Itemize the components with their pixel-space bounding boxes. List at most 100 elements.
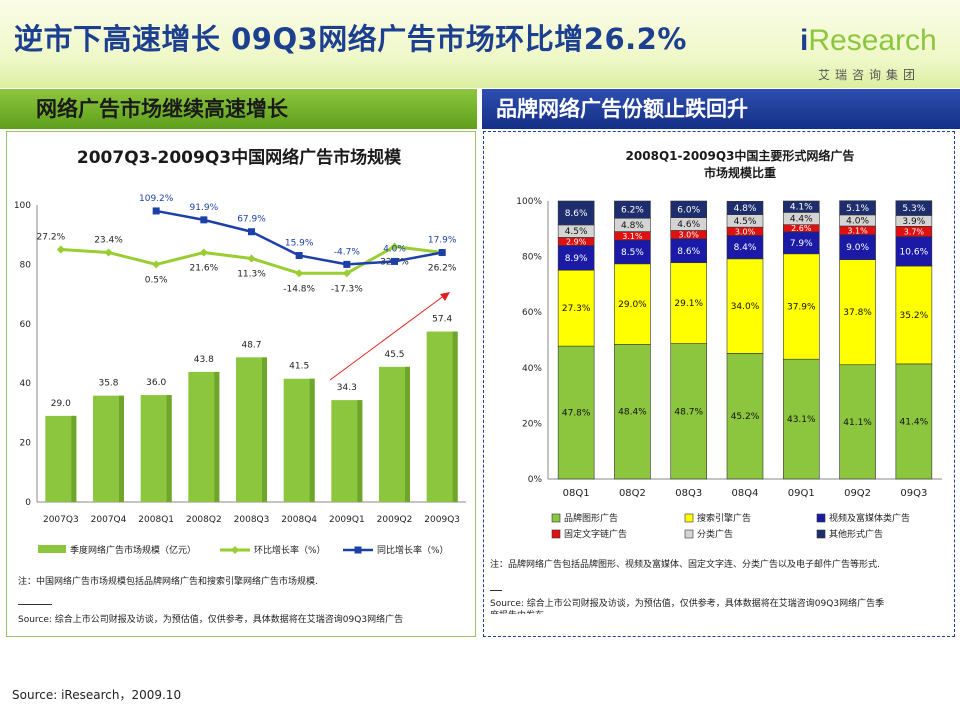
x-tick-label: 2007Q4 [91,515,127,525]
segment-value-label: 48.7% [674,407,703,417]
legend-swatch [816,529,826,539]
bar-value-label: 57.4 [432,315,452,325]
legend-label: 搜索引擎广告 [697,512,751,524]
segment-value-label: 6.2% [621,206,644,216]
market-size-chart: 2007Q3-2009Q3中国网络广告市场规模 0 20 40 60 80 100 29.0 2… [14,147,466,556]
segment-value-label: 29.1% [674,299,703,309]
x-tick-label: 2008Q2 [186,515,222,525]
chart-title: 2007Q3-2009Q3中国网络广告市场规模 [77,147,402,168]
qoq-point [152,260,161,269]
logo-i: i [800,24,809,57]
y-tick-label: 100% [516,197,542,207]
logo-subtitle: 艾瑞咨询集团 [818,68,921,82]
segment-value-label: 34.0% [731,302,760,312]
left-chart-note: 注：中国网络广告市场规模包括品牌网络广告和搜索引擎网络广告市场规模. [18,577,318,587]
left-panel-header: 网络广告市场继续高速增长 [0,89,477,129]
y-tick-label: 20 [20,439,32,449]
segment-value-label: 2.9% [566,237,587,246]
segment-value-label: 4.5% [734,217,757,227]
segment-value-label: 8.4% [734,243,757,253]
x-tick-label: 09Q3 [900,488,927,499]
right-source-rule [490,590,502,591]
stack-segment [782,358,820,480]
yoy-point [391,257,398,265]
segment-value-label: 37.8% [843,308,872,318]
bar-shade [119,395,124,502]
segment-value-label: 4.6% [677,220,700,230]
iresearch-logo: iResearch [800,24,937,58]
left-chart-source: Source: 综合上市公司财报及访谈，为预估值，仅供参考，具体数据将在艾瑞咨询… [18,615,404,625]
segment-value-label: 10.6% [900,247,929,257]
qoq-label: 21.6% [190,264,219,274]
bar-value-label: 41.5 [289,362,309,372]
x-tick-label: 09Q2 [844,488,871,499]
logo-text: Research [808,24,937,57]
bar-shade [262,357,267,502]
chart-title-line1: 2008Q1-2009Q3中国主要形式网络广告 [626,148,855,163]
yoy-label: 17.9% [428,236,457,246]
yoy-label: 15.9% [285,238,314,248]
legend-label: 视频及富媒体类广告 [829,512,910,524]
y-tick-label: 60% [522,308,542,318]
stack-segment [614,200,651,219]
y-tick-label: 100 [14,201,31,211]
bar [426,331,458,502]
segment-value-label: 7.9% [790,239,813,249]
segment-value-label: 29.0% [618,300,647,310]
x-tick-label: 2009Q2 [377,515,413,525]
x-tick-label: 2008Q1 [138,515,174,525]
x-tick-label: 08Q2 [619,488,646,499]
qoq-label: -17.3% [331,284,363,294]
right-panel-header: 品牌网络广告份额止跌回升 [482,89,960,129]
x-tick-label: 2008Q3 [234,515,270,525]
bar [93,395,124,502]
left-header-text: 网络广告市场继续高速增长 [36,97,288,121]
bar [236,357,267,502]
y-tick-label: 40 [20,379,32,389]
legend-swatch [816,513,826,523]
legend-label-qoq: 环比增长率（%） [254,544,326,556]
segment-value-label: 3.0% [679,231,700,240]
bar-value-label: 34.3 [337,383,357,393]
yoy-label: 109.2% [139,194,174,204]
segment-value-label: 6.0% [677,205,700,215]
bar [188,371,220,502]
segment-value-label: 4.0% [846,216,869,226]
segment-value-label: 41.4% [900,417,929,427]
stack-segment [726,200,764,215]
stack-segment [895,200,933,216]
yoy-point [295,251,303,259]
qoq-point [199,248,208,257]
segment-value-label: 27.3% [562,304,591,314]
segment-value-label: 3.1% [622,232,643,241]
segment-value-label: 5.1% [846,204,869,214]
segment-value-label: 9.0% [846,243,869,253]
stack-segment [614,263,651,345]
x-tick-label: 08Q3 [675,488,702,499]
qoq-point [295,269,304,278]
qoq-label: 26.2% [428,264,457,274]
y-tick-label: 80 [20,260,32,270]
segment-value-label: 47.8% [562,409,591,419]
legend-label-bars: 季度网络广告市场规模（亿元） [70,544,196,556]
legend-swatch [551,513,561,523]
y-tick-label: 20% [522,419,542,429]
segment-value-label: 8.5% [621,248,644,258]
segment-value-label: 37.9% [787,303,816,313]
legend-label: 品牌图形广告 [564,512,618,524]
legend-label-yoy: 同比增长率（%） [377,544,449,556]
legend-swatch [684,529,694,539]
y-tick-label: 40% [522,364,542,374]
qoq-label: 27.2% [37,233,66,243]
right-chart-source: Source: 综合上市公司财报及访谈，为预估值，仅供参考，具体数据将在艾瑞咨询… [490,599,885,609]
segment-value-label: 45.2% [731,412,760,422]
segment-value-label: 8.9% [565,254,588,264]
y-tick-label: 0% [528,475,543,485]
stack-segment [557,345,595,480]
stack-segment [782,200,820,213]
trend-arrow-line [329,294,446,381]
segment-value-label: 4.4% [790,215,813,225]
bar-shade [214,371,220,502]
left-source-rule [18,604,52,605]
y-tick-label: 0 [25,498,31,508]
